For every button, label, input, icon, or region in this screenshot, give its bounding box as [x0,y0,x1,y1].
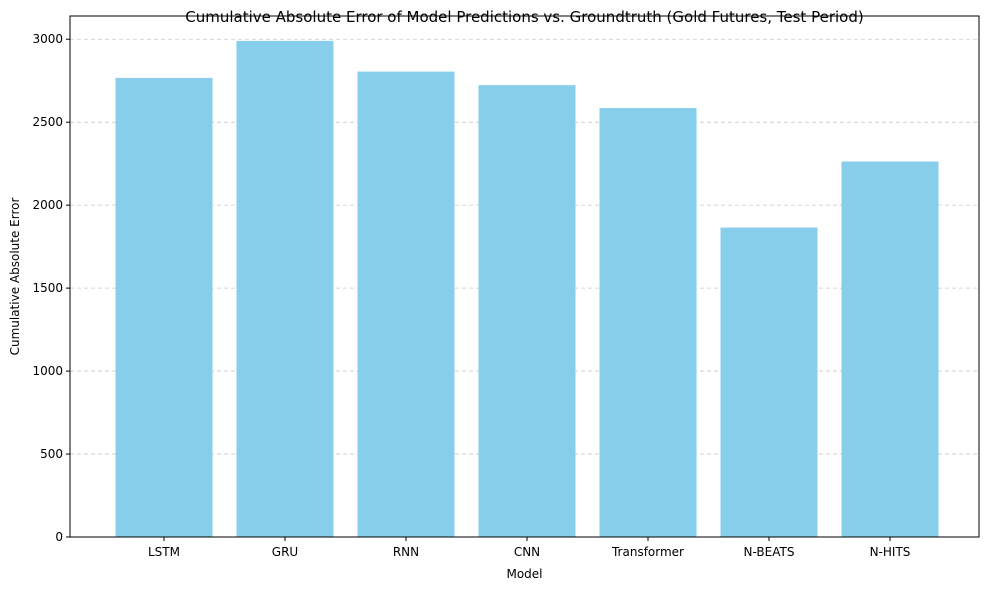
grid-lines [70,38,979,455]
bar-cnn [478,85,576,537]
bar-n-hits [841,161,939,538]
plot-frame [69,15,980,538]
y-ticks: 0 500 1000 1500 2000 2500 3000 [32,32,70,544]
x-tick-label: GRU [272,545,298,559]
y-tick-label: 3000 [32,32,63,46]
bar-n-beats [720,227,818,537]
x-tick-label: N-BEATS [744,545,795,559]
y-axis-label: Cumulative Absolute Error [8,198,22,356]
bar-transformer [599,108,697,537]
x-ticks: LSTM GRU RNN CNN Transformer N-BEATS N-HITS [148,537,910,559]
x-tick-label: N-HITS [870,545,911,559]
bar-rnn [357,71,455,537]
y-tick-label: 0 [55,530,63,544]
y-tick-label: 500 [40,447,63,461]
bar-lstm [115,77,213,537]
bar-gru [236,40,334,537]
bars [115,40,939,538]
y-tick-label: 1000 [32,364,63,378]
x-tick-label: RNN [393,545,419,559]
x-tick-label: LSTM [148,545,180,559]
y-tick-label: 2500 [32,115,63,129]
x-axis-label: Model [506,567,542,581]
x-tick-label: CNN [514,545,540,559]
y-tick-label: 1500 [32,281,63,295]
chart-title: Cumulative Absolute Error of Model Predi… [185,8,863,26]
x-tick-label: Transformer [611,545,684,559]
y-tick-label: 2000 [32,198,63,212]
